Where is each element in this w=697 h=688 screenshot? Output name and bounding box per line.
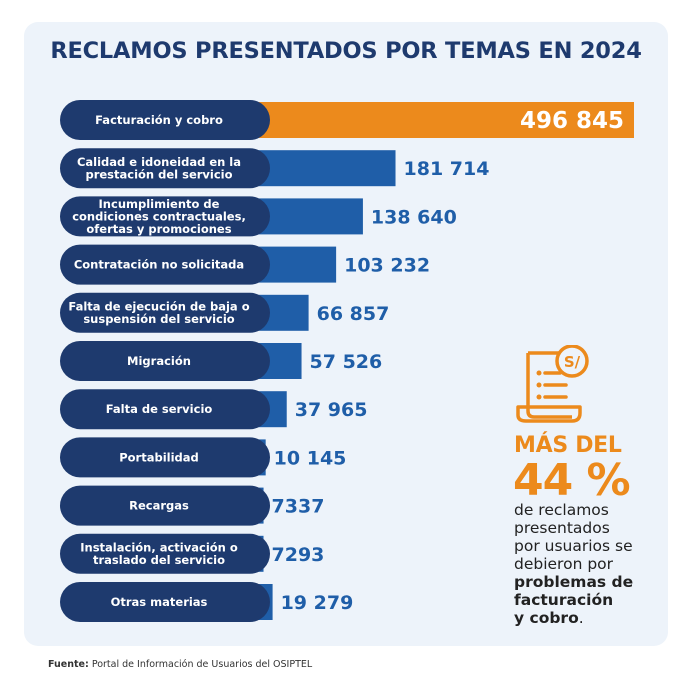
bar — [258, 246, 337, 283]
category-label: Instalación, activación o — [80, 541, 238, 555]
category-pill — [60, 244, 270, 285]
category-label: Contratación no solicitada — [74, 258, 244, 272]
value-label: 10 145 — [274, 447, 347, 469]
category-label: Falta de servicio — [106, 402, 213, 416]
side-lead: MÁS DEL — [514, 433, 622, 458]
value-label: 7293 — [272, 544, 325, 566]
source-label: Fuente: — [48, 659, 89, 670]
category-label: ofertas y promociones — [86, 222, 231, 236]
category-label: Calidad e idoneidad en la — [77, 155, 241, 169]
category-label: Incumplimiento de — [99, 197, 220, 211]
bar — [258, 102, 634, 138]
category-label: Falta de ejecución de baja o — [68, 300, 249, 314]
bar — [258, 198, 363, 235]
side-line: debieron por — [514, 555, 614, 573]
value-label: 19 279 — [281, 592, 354, 614]
svg-text:S/: S/ — [564, 353, 581, 371]
category-label: Migración — [127, 354, 191, 368]
category-pill — [60, 100, 270, 140]
category-label: Facturación y cobro — [95, 113, 223, 127]
side-line: presentados — [514, 519, 610, 537]
category-label: suspensión del servicio — [83, 312, 234, 326]
side-percentage: 44 % — [513, 455, 631, 506]
category-pill — [60, 437, 270, 478]
category-pill — [60, 148, 270, 189]
value-label: 57 526 — [310, 351, 383, 373]
category-label: prestación del servicio — [85, 167, 232, 181]
receipt-soles-icon: S/ — [516, 345, 589, 423]
category-label: Otras materias — [111, 595, 208, 609]
side-text: de reclamos presentados por usuarios se … — [514, 501, 674, 627]
category-pill — [60, 582, 270, 622]
category-label: Portabilidad — [119, 450, 199, 464]
value-label: 496 845 — [520, 108, 624, 134]
side-line-bold: facturación — [514, 591, 614, 609]
value-label: 181 714 — [404, 158, 490, 180]
value-label: 37 965 — [295, 399, 368, 421]
category-pill — [60, 292, 270, 333]
chart-title: RECLAMOS PRESENTADOS POR TEMAS EN 2024 — [50, 38, 642, 64]
category-pill — [60, 341, 270, 381]
side-line-bold: y cobro — [514, 609, 579, 627]
category-pill — [60, 485, 270, 526]
category-label: condiciones contractuales, — [72, 209, 246, 223]
bar — [258, 150, 396, 187]
category-label: Recargas — [129, 499, 189, 513]
value-label: 103 232 — [344, 255, 430, 277]
category-pill — [60, 196, 270, 237]
side-line-bold: problemas de — [514, 573, 634, 591]
value-label: 138 640 — [371, 206, 457, 228]
source-note: Fuente: Portal de Información de Usuario… — [48, 659, 312, 670]
side-line-end: . — [578, 609, 584, 627]
category-pill — [60, 389, 270, 430]
category-label: traslado del servicio — [93, 553, 225, 567]
value-label: 66 857 — [317, 303, 390, 325]
side-line: de reclamos — [514, 501, 609, 519]
source-text: Portal de Información de Usuarios del OS… — [91, 659, 313, 670]
value-label: 7337 — [272, 496, 325, 518]
side-line: por usuarios se — [514, 537, 633, 555]
category-pill — [60, 533, 270, 574]
